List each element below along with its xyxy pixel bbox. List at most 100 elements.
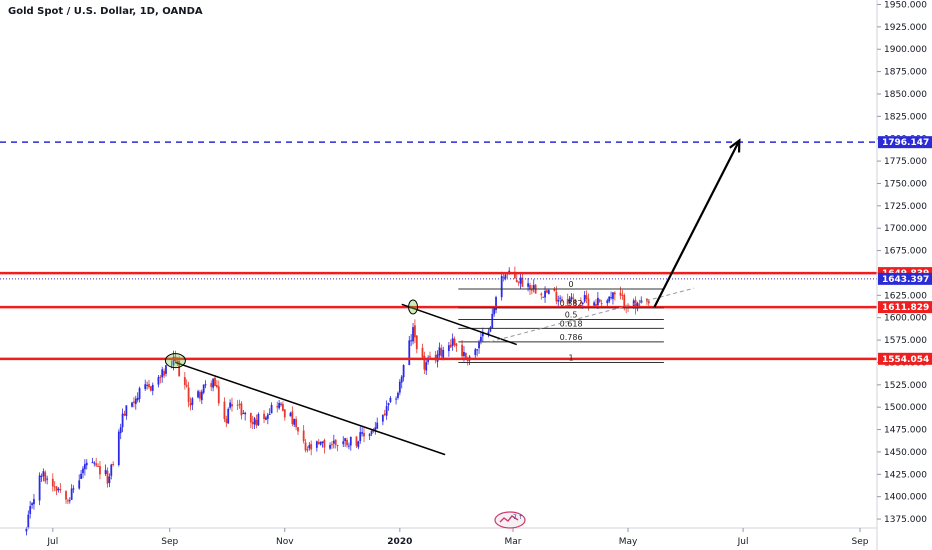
candle-body xyxy=(632,300,635,307)
candle-body xyxy=(442,349,445,358)
candle-body xyxy=(223,401,226,420)
candle-body xyxy=(138,388,141,399)
fib-level-label: 1 xyxy=(569,353,574,362)
fib-level-label: 0.786 xyxy=(560,333,583,342)
candle-body xyxy=(553,288,556,292)
candle-body xyxy=(332,440,335,444)
candle-body xyxy=(504,274,507,279)
candle-body xyxy=(53,486,56,488)
price-tag-target xyxy=(878,136,932,149)
candle-body xyxy=(348,445,350,447)
candle-body xyxy=(191,398,194,405)
candle-body xyxy=(104,469,107,474)
candle-body xyxy=(255,419,258,426)
candle-body xyxy=(546,290,548,293)
candle-body xyxy=(29,506,32,514)
candle-body xyxy=(266,414,269,419)
candle-body xyxy=(197,391,199,398)
candle-body xyxy=(93,462,96,464)
candle-body xyxy=(157,377,160,385)
candle-body xyxy=(334,439,337,445)
candle-body xyxy=(121,413,124,428)
candle-body xyxy=(72,488,75,490)
x-tick-label: May xyxy=(619,537,638,547)
candle-body xyxy=(596,297,599,306)
y-tick-label: 1875.000 xyxy=(884,68,927,78)
candle-body xyxy=(451,338,454,346)
candle-body xyxy=(131,402,133,407)
candle-body xyxy=(638,304,641,306)
candle-body xyxy=(370,430,373,435)
candle-body xyxy=(282,404,284,411)
candle-body xyxy=(634,300,637,309)
candle-body xyxy=(38,475,41,501)
y-tick-label: 1425.000 xyxy=(884,470,927,480)
candle-body xyxy=(242,412,245,414)
candle-body xyxy=(355,436,358,446)
candle-body xyxy=(95,463,98,466)
candle-body xyxy=(78,480,81,489)
candle-body xyxy=(295,419,298,428)
candle-body xyxy=(489,327,492,332)
time-axis: Jul Sep Nov 2020 Mar May Jul Sep xyxy=(0,527,877,547)
candle-body xyxy=(636,302,639,309)
candle-body xyxy=(31,503,33,506)
horizontal-levels xyxy=(0,141,877,361)
candle-body xyxy=(161,369,164,378)
candle-body xyxy=(136,397,139,401)
candle-body xyxy=(623,295,626,307)
candle-body xyxy=(464,352,467,360)
candle-body xyxy=(91,462,94,464)
candle-body xyxy=(515,279,518,283)
candle-body xyxy=(502,276,505,278)
candle-body xyxy=(581,302,584,305)
candle-body xyxy=(172,356,175,366)
candle-body xyxy=(572,297,575,299)
candle-body xyxy=(144,384,147,390)
candle-body xyxy=(51,478,54,487)
candle-body xyxy=(217,386,220,404)
candle-body xyxy=(540,293,543,296)
candle-body xyxy=(425,362,428,371)
candle-body xyxy=(542,296,545,298)
candle-body xyxy=(519,277,522,284)
price-tag-support xyxy=(878,352,932,365)
candle-body xyxy=(27,514,30,529)
candle-body xyxy=(244,412,247,415)
dashed-trend-line xyxy=(490,287,695,343)
candle-body xyxy=(400,376,403,383)
candle-body xyxy=(185,384,188,387)
candle-body xyxy=(587,298,590,308)
fib-level-label: 0.382 xyxy=(560,299,583,308)
candle-body xyxy=(336,444,339,446)
chart-title: Gold Spot / U.S. Dollar, 1D, OANDA xyxy=(8,6,203,17)
highlight-circle xyxy=(408,299,419,315)
candle-body xyxy=(187,387,190,403)
x-tick-label: Jul xyxy=(737,537,749,547)
candle-body xyxy=(423,355,426,370)
candle-body xyxy=(125,405,128,416)
trend-line xyxy=(175,361,446,456)
candle-body xyxy=(595,304,597,306)
candle-body xyxy=(302,430,305,442)
candle-body xyxy=(280,403,282,405)
candle-body xyxy=(408,340,411,366)
price-tag-support xyxy=(878,301,932,314)
candle-body xyxy=(202,384,205,393)
candle-body xyxy=(236,404,239,406)
candle-body xyxy=(225,418,228,423)
candle-body xyxy=(381,415,384,422)
candle-body xyxy=(410,340,413,342)
price-tag-label: 1611.829 xyxy=(882,303,929,313)
y-tick-label: 1700.000 xyxy=(884,224,927,234)
candle-body xyxy=(647,301,650,304)
candle-body xyxy=(133,401,135,403)
candles xyxy=(25,266,650,536)
candle-body xyxy=(500,275,503,298)
y-tick-label: 1775.000 xyxy=(884,157,927,167)
candle-body xyxy=(289,412,292,417)
candle-body xyxy=(55,486,58,491)
candle-body xyxy=(229,402,231,408)
candle-body xyxy=(240,403,243,416)
